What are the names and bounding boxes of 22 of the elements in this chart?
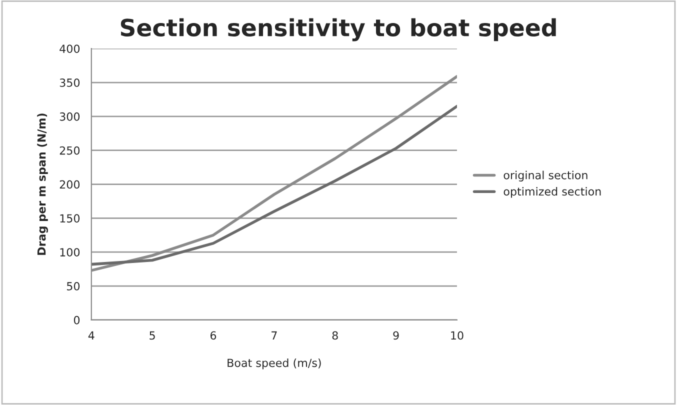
y-tick-label: 0 <box>74 316 80 324</box>
y-tick-label: 200 <box>60 180 80 189</box>
y-tick-label: 400 <box>60 44 80 53</box>
line-series <box>91 104 457 266</box>
legend-label: original section <box>504 170 588 182</box>
legend-label: optimized section <box>504 187 601 198</box>
x-tick-label: 4 <box>88 331 94 340</box>
x-tick-label: 5 <box>150 331 155 340</box>
x-tick-label: 10 <box>451 331 464 340</box>
x-tick-label: 8 <box>332 331 338 340</box>
chart-title: Section sensitivity to boat speed <box>120 18 556 42</box>
y-axis-title: Drag per m span (N/m) <box>37 114 48 255</box>
y-tick-label: 300 <box>60 112 80 121</box>
x-axis-title: Boat speed (m/s) <box>228 358 321 370</box>
y-tick-label: 250 <box>60 146 80 155</box>
x-tick-label: 7 <box>272 331 277 340</box>
x-tick-label: 6 <box>210 331 216 340</box>
y-tick-label: 350 <box>60 78 80 87</box>
x-tick-label: 9 <box>393 331 399 340</box>
y-tick-label: 150 <box>60 214 80 223</box>
y-tick-label: 50 <box>67 282 80 290</box>
y-tick-label: 100 <box>60 248 80 256</box>
